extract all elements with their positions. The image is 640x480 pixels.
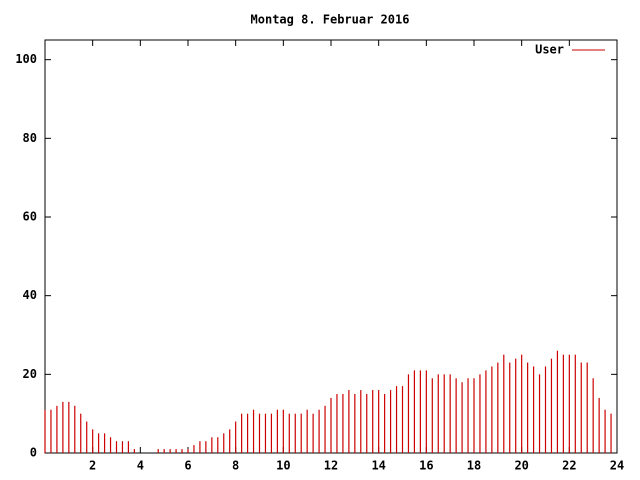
x-tick-label: 24	[610, 459, 624, 473]
x-tick-label: 16	[419, 459, 433, 473]
x-tick-label: 18	[467, 459, 481, 473]
y-tick-label: 100	[15, 52, 37, 66]
x-tick-label: 2	[89, 459, 96, 473]
y-tick-label: 20	[23, 367, 37, 381]
y-tick-label: 40	[23, 288, 37, 302]
plot-frame	[44, 39, 618, 454]
legend-label: User	[535, 43, 564, 57]
x-tick-label: 14	[371, 459, 385, 473]
y-tick-label: 60	[23, 210, 37, 224]
x-tick-label: 12	[324, 459, 338, 473]
x-tick-label: 10	[276, 459, 290, 473]
x-tick-label: 22	[562, 459, 576, 473]
x-tick-label: 20	[514, 459, 528, 473]
y-tick-label: 80	[23, 131, 37, 145]
y-tick-label: 0	[30, 446, 37, 460]
chart-title: Montag 8. Februar 2016	[251, 13, 410, 27]
x-tick-label: 6	[184, 459, 191, 473]
x-tick-label: 4	[137, 459, 144, 473]
x-tick-label: 8	[232, 459, 239, 473]
